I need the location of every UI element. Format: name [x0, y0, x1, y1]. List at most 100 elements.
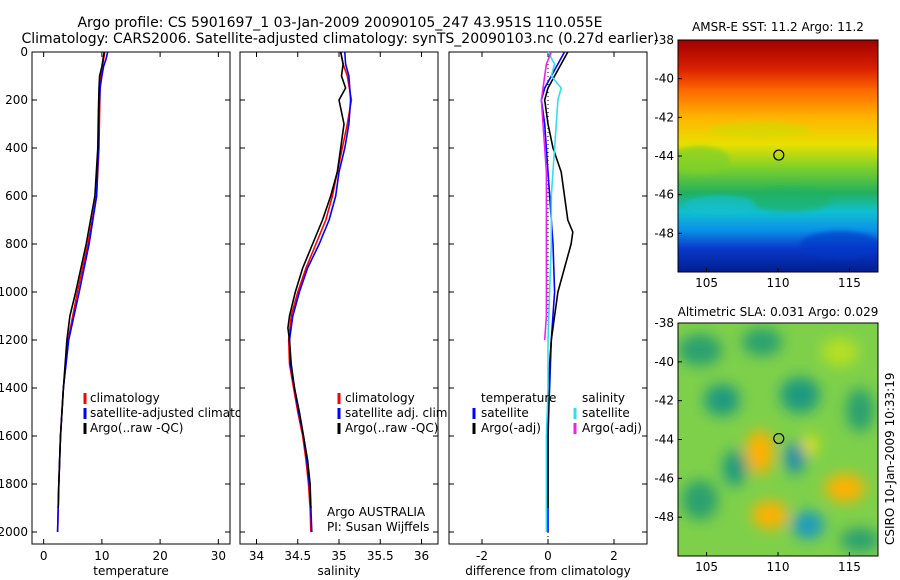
salinity-annotation-line2: PI: Susan Wijffels: [327, 520, 429, 534]
x-tick-label: 34.5: [284, 549, 311, 563]
temperature-panel: 0 10 20 30 0 200 400 600 800 1000 1200 1400 1600 1800…: [0, 45, 268, 578]
x-tick-label: 105: [695, 276, 718, 290]
salinity-annotation-line1: Argo AUSTRALIA: [327, 505, 426, 519]
sla-blob: [678, 334, 722, 366]
y-tick-label: -44: [654, 149, 674, 163]
y-tick-label: -46: [654, 471, 674, 485]
legend-title-salinity: salinity: [582, 391, 625, 405]
legend-label-satellite-adj: satellite adj. clim.: [345, 406, 451, 420]
sla-blob: [822, 338, 858, 366]
legend-label-temp-satellite: satellite: [481, 406, 529, 420]
y-tick-label: 1400: [0, 381, 28, 395]
legend-label-sal-argo: Argo(-adj): [582, 421, 642, 435]
y-tick-label: -40: [654, 72, 674, 86]
sla-map-panel: Altimetric SLA: 0.031 Argo: 0.029: [654, 305, 879, 574]
argo-float-marker: [773, 432, 785, 445]
x-tick-label: 115: [838, 276, 861, 290]
y-tick-label: 1600: [0, 429, 28, 443]
temperature-chart-marks: 0 10 20 30 0 200 400 600 800 1000 1200 1400 1600 1800…: [0, 45, 230, 563]
x-tick-label: 0: [40, 549, 48, 563]
x-tick-label: 36: [414, 549, 429, 563]
sst-green-band: [710, 122, 810, 138]
side-credit-label: CSIRO 10-Jan-2009 10:33:19: [883, 373, 897, 545]
sst-cold-patch: [685, 195, 755, 215]
y-tick-label: -38: [654, 33, 674, 47]
difference-xlabel: difference from climatology: [465, 564, 631, 578]
y-tick-label: -44: [654, 433, 674, 447]
sla-blob: [746, 430, 774, 474]
y-tick-label: 600: [5, 189, 28, 203]
sst-deep-cold: [800, 231, 878, 259]
legend-title-temperature: temperature: [481, 391, 556, 405]
y-tick-label: 0: [20, 45, 28, 59]
x-tick-label: 115: [838, 560, 861, 574]
x-tick-label: 34: [249, 549, 264, 563]
sla-blob: [792, 511, 824, 539]
sst-texture: [678, 122, 878, 259]
sla-heatmap: [678, 323, 878, 556]
sst-cool-patch: [750, 188, 830, 212]
series-line-black: [287, 51, 347, 509]
argo-float-marker: [773, 149, 785, 161]
y-tick-label: 800: [5, 237, 28, 251]
sst-heatmap: [678, 40, 878, 272]
salinity-panel: 34 34.5 35 35.5 36 salinity climatology sate…: [239, 51, 451, 578]
x-tick-label: 35.5: [367, 549, 394, 563]
salinity-plot-frame: [239, 51, 439, 545]
x-tick-label: 10: [94, 549, 109, 563]
y-tick-label: 1800: [0, 477, 28, 491]
x-tick-label: 0: [544, 549, 552, 563]
salinity-legend: climatology satellite adj. clim. Argo(..…: [337, 391, 451, 435]
sla-blob: [723, 450, 747, 486]
difference-panel: -2 0 2 difference from climatology tempera…: [448, 51, 648, 578]
y-tick-label: 400: [5, 141, 28, 155]
y-tick-label: -40: [654, 355, 674, 369]
legend-label-climatology: climatology: [90, 391, 160, 405]
x-tick-label: 110: [767, 276, 790, 290]
sla-blob: [742, 328, 782, 356]
sla-blob: [682, 480, 718, 520]
y-tick-label: -38: [654, 316, 674, 330]
sst-map-panel: AMSR-E SST: 11.2 Argo: 11.2 105 110 115 -38…: [654, 20, 879, 290]
y-tick-label: -48: [654, 510, 674, 524]
y-tick-label: -42: [654, 110, 674, 124]
y-tick-label: -46: [654, 188, 674, 202]
y-tick-label: 2000: [0, 525, 28, 539]
sla-blob: [802, 435, 818, 455]
sla-texture: [678, 328, 878, 552]
y-tick-label: -42: [654, 394, 674, 408]
figure-title-line2: Climatology: CARS2006. Satellite-adjuste…: [21, 31, 658, 47]
series-line-cyan: [545, 51, 563, 532]
temperature-plot-frame: [31, 51, 231, 545]
legend-label-argo: Argo(..raw -QC): [345, 421, 438, 435]
sla-blob: [785, 442, 805, 474]
sla-blob: [704, 384, 740, 416]
sst-axes: 105 110 115 -38 -40 -42 -44 -46 -48: [654, 33, 860, 290]
difference-legend: temperature satellite Argo(-adj) salinit…: [472, 391, 642, 435]
series-line-black: [543, 51, 574, 508]
legend-label-climatology: climatology: [345, 391, 415, 405]
x-tick-label: 35: [331, 549, 346, 563]
y-tick-label: -48: [654, 226, 674, 240]
x-tick-label: 105: [695, 560, 718, 574]
series-line-magenta: [540, 51, 553, 341]
legend-label-sal-satellite: satellite: [582, 406, 630, 420]
x-tick-label: 110: [767, 560, 790, 574]
sst-warm-tongue: [678, 146, 730, 174]
x-tick-label: 2: [610, 549, 618, 563]
legend-label-satellite-adjusted: satellite-adjusted climatology: [90, 406, 268, 420]
legend-label-argo: Argo(..raw -QC): [90, 421, 183, 435]
x-tick-label: -2: [476, 549, 488, 563]
figure-title-line1: Argo profile: CS 5901697_1 03-Jan-2009 2…: [77, 15, 602, 31]
sla-map-title: Altimetric SLA: 0.031 Argo: 0.029: [678, 305, 879, 319]
temperature-legend: climatology satellite-adjusted climatolo…: [83, 391, 268, 435]
x-tick-label: 20: [152, 549, 167, 563]
x-tick-label: 30: [211, 549, 226, 563]
sst-map-title: AMSR-E SST: 11.2 Argo: 11.2: [692, 20, 864, 34]
sla-blob: [846, 388, 874, 432]
temperature-xlabel: temperature: [93, 564, 168, 578]
y-tick-label: 1000: [0, 285, 28, 299]
difference-chart-marks: -2 0 2: [449, 51, 647, 563]
sla-axes: 105 110 115 -38 -40 -42 -44 -46 -48: [654, 316, 860, 574]
